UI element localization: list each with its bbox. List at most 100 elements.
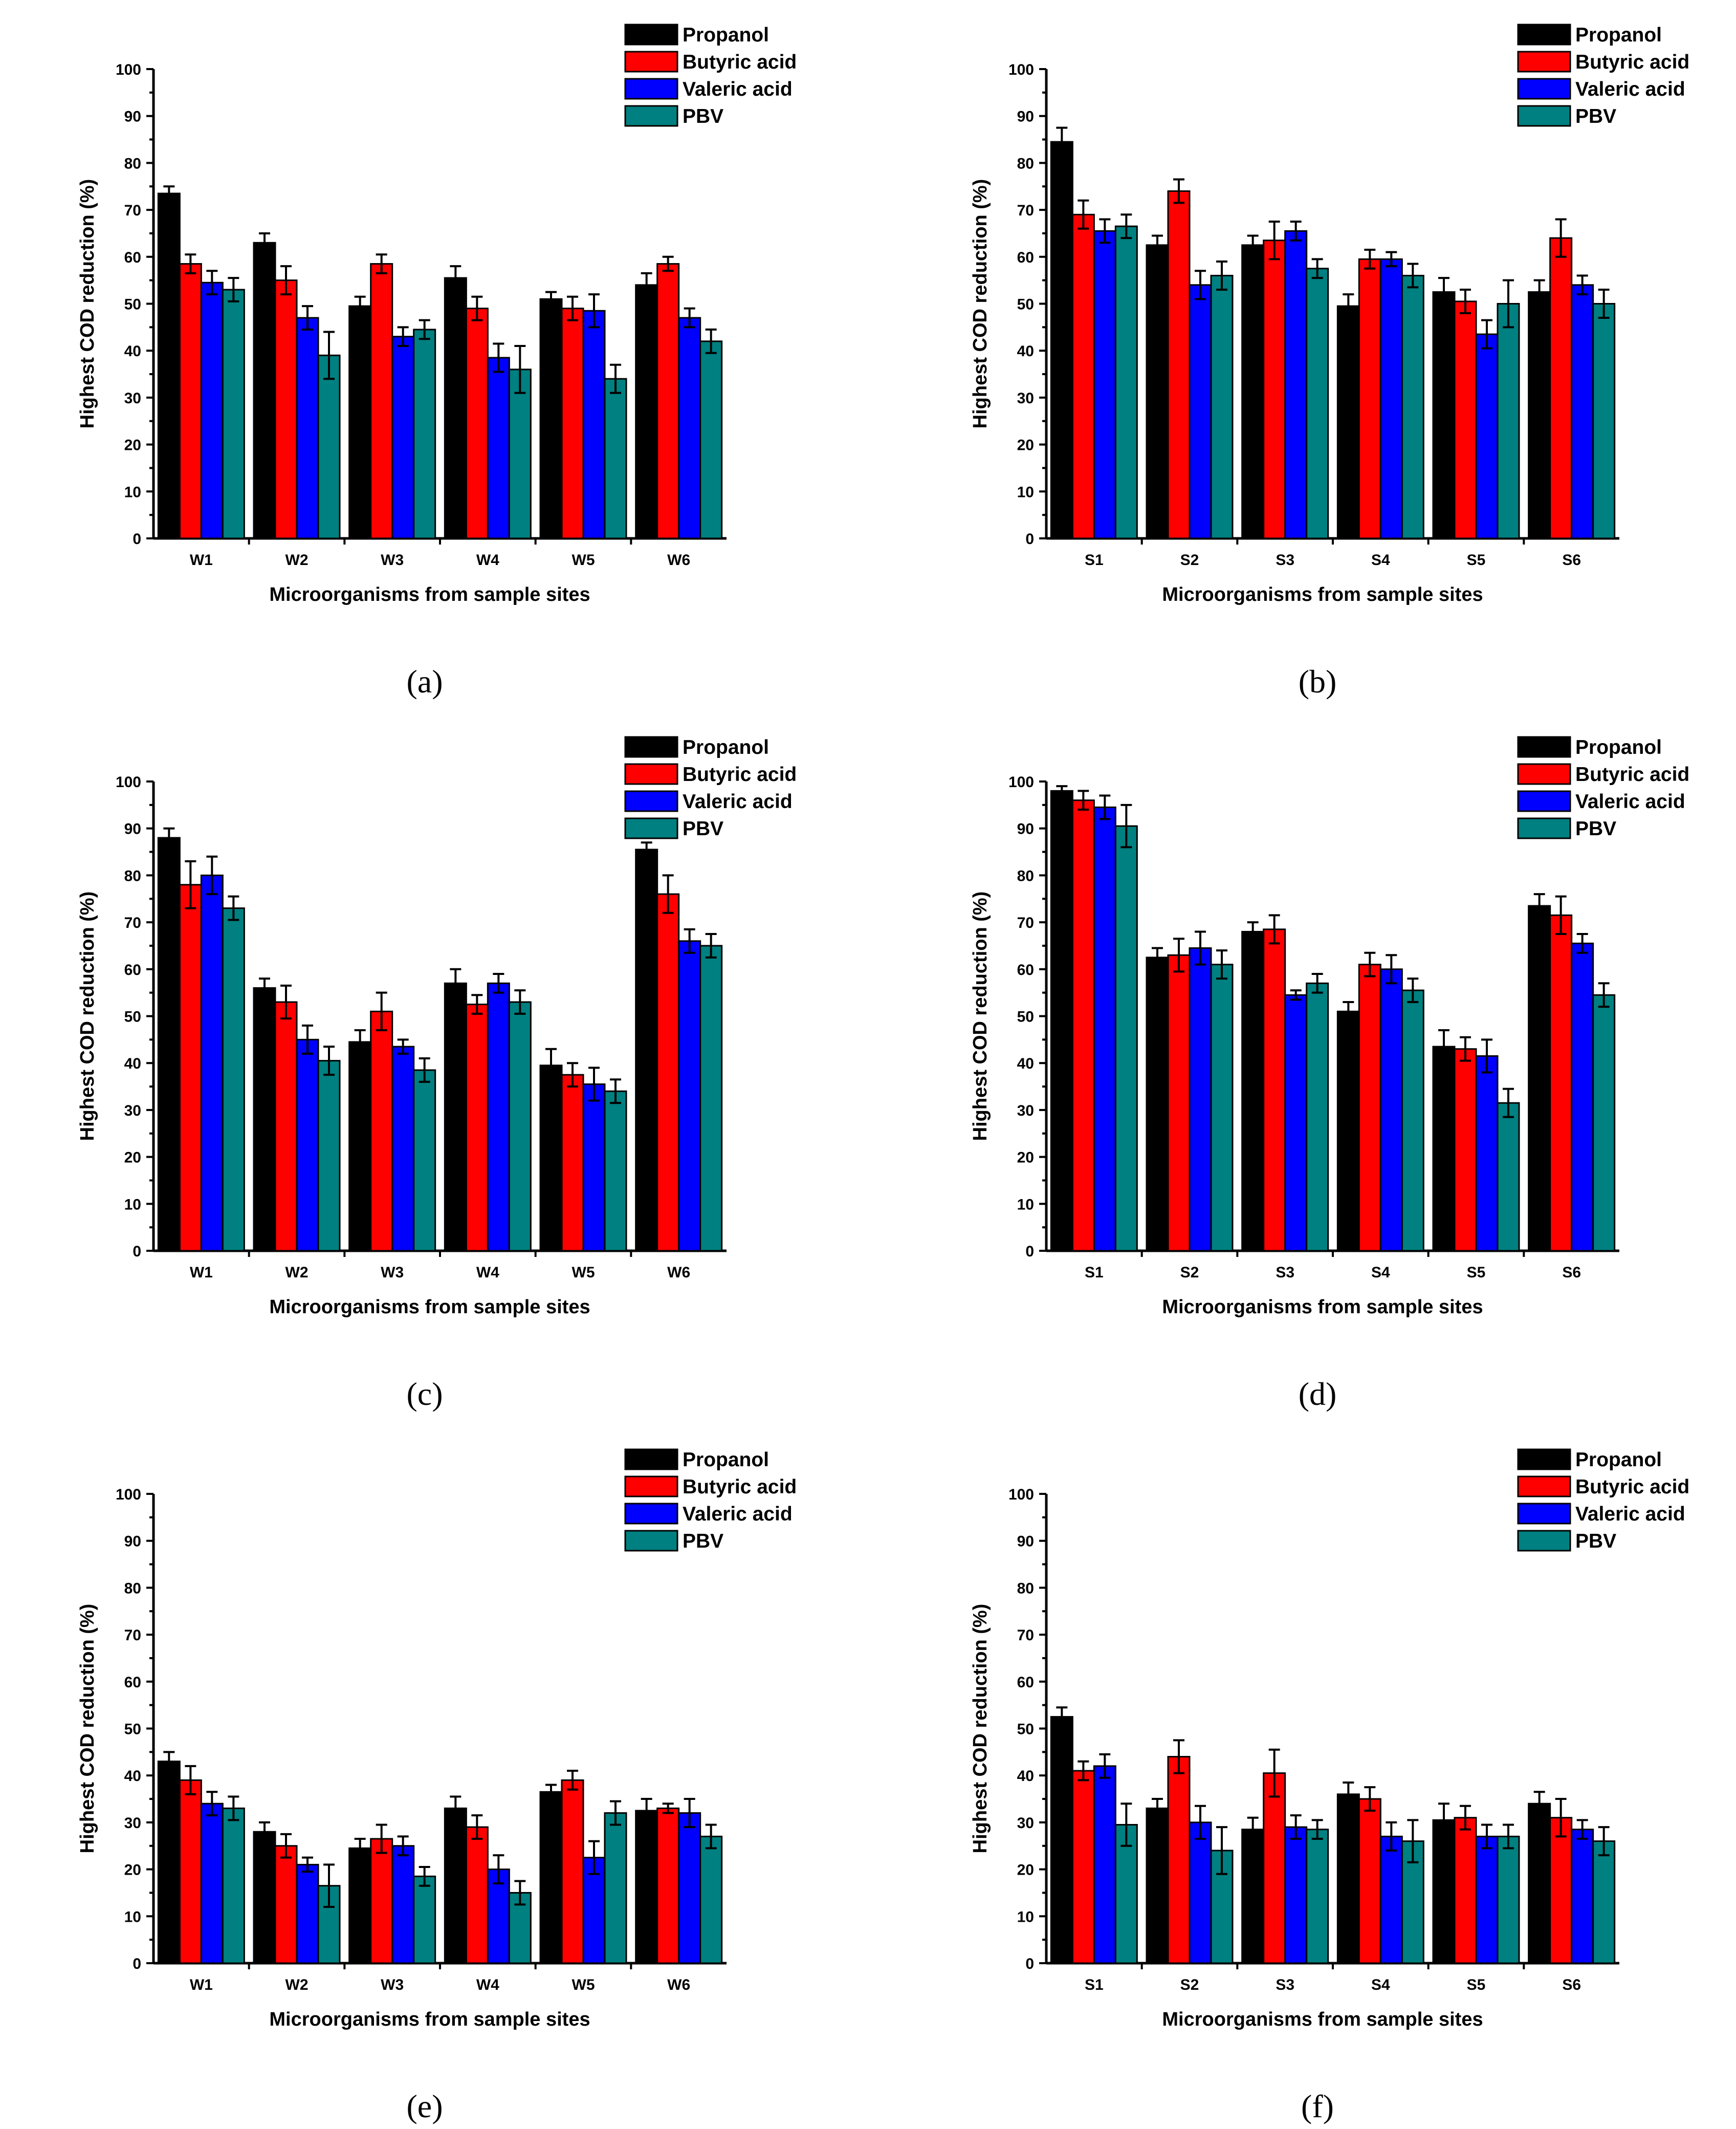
bar-pbv-w4 <box>508 1001 532 1252</box>
bar-pbv-s1 <box>1114 825 1138 1252</box>
error-bar-butyric-acid-w4 <box>471 295 483 321</box>
legend-swatch-valeric-acid <box>1517 1503 1571 1525</box>
bar-propanol-w1 <box>157 837 181 1252</box>
bar-propanol-w3 <box>348 305 372 539</box>
panel-label: (e) <box>406 2088 443 2124</box>
legend-swatch-pbv <box>1517 1530 1571 1552</box>
error-bar-pbv-s3 <box>1311 972 1323 994</box>
bar-butyric-acid-w6 <box>656 893 680 1252</box>
bar-propanol-s1 <box>1050 141 1073 539</box>
chart-panel-b: 0 10 20 30 40 50 60 70 80 90 100 Highest COD reduct… <box>970 24 1689 700</box>
error-bar-pbv-s2 <box>1216 949 1227 980</box>
y-tick-label: 70 <box>1017 915 1034 931</box>
bar-valeric-acid-w6 <box>678 317 701 539</box>
x-axis-title: Microorganisms from sample sites <box>269 1296 590 1318</box>
panel-label: (c) <box>406 1376 443 1412</box>
bar-pbv-s4 <box>1401 274 1424 539</box>
bar-valeric-acid-s2 <box>1189 1821 1212 1964</box>
y-tick-label: 10 <box>124 1908 141 1925</box>
bar-butyric-acid-s2 <box>1167 190 1191 539</box>
legend-label-propanol: Propanol <box>683 24 769 46</box>
legend-swatch-propanol <box>624 1448 678 1470</box>
bar-propanol-w4 <box>444 1807 467 1964</box>
bar-butyric-acid-s3 <box>1263 928 1286 1252</box>
x-tick-label-w3: W3 <box>381 1976 404 1993</box>
error-bar-valeric-acid-s1 <box>1099 218 1111 244</box>
legend-label-pbv: PBV <box>683 818 723 840</box>
error-bar-pbv-s5 <box>1503 279 1514 329</box>
legend-swatch-pbv <box>1517 817 1571 839</box>
chart-panel-e: 0 10 20 30 40 50 60 70 80 90 100 Highest COD reduct… <box>77 1448 797 2124</box>
error-bar-valeric-acid-s4 <box>1386 251 1397 268</box>
x-tick-label-w6: W6 <box>667 1976 690 1993</box>
error-bar-propanol-w2 <box>259 1821 270 1842</box>
bar-pbv-w3 <box>413 1875 436 1964</box>
error-bar-propanol-w3 <box>354 1029 366 1055</box>
y-tick-label: 80 <box>1017 1580 1034 1597</box>
y-tick-label: 70 <box>124 1627 141 1644</box>
x-tick-label-s3: S3 <box>1276 552 1294 569</box>
error-bar-pbv-w4 <box>514 345 526 394</box>
error-bar-butyric-acid-w4 <box>471 994 483 1015</box>
legend-label-butyric-acid: Butyric acid <box>1575 1476 1689 1498</box>
bar-propanol-s5 <box>1432 1819 1456 1964</box>
bar-propanol-w5 <box>539 1791 563 1964</box>
bar-propanol-s4 <box>1336 1010 1360 1252</box>
error-bar-propanol-w5 <box>545 1048 557 1083</box>
error-bar-valeric-acid-s5 <box>1481 1038 1492 1074</box>
error-bar-butyric-acid-s6 <box>1555 218 1567 258</box>
bar-valeric-acid-w4 <box>487 982 510 1252</box>
y-axis-title: Highest COD reduction (%) <box>970 179 991 429</box>
error-bar-pbv-w5 <box>610 1800 621 1826</box>
x-tick-label-w6: W6 <box>667 1264 690 1281</box>
bar-propanol-s2 <box>1146 1807 1169 1964</box>
chart-panel-d: 0 10 20 30 40 50 60 70 80 90 100 Highest COD reduct… <box>970 736 1689 1412</box>
bar-butyric-acid-w1 <box>179 1779 202 1964</box>
error-bar-valeric-acid-w4 <box>493 1854 504 1885</box>
x-axis-title: Microorganisms from sample sites <box>269 2009 590 2030</box>
legend-label-valeric-acid: Valeric acid <box>1575 791 1685 813</box>
bar-butyric-acid-s5 <box>1454 1817 1477 1964</box>
bar-valeric-acid-s6 <box>1571 1829 1594 1964</box>
bar-butyric-acid-w3 <box>370 1010 393 1252</box>
bar-butyric-acid-s3 <box>1263 240 1286 539</box>
y-tick-label: 100 <box>116 774 141 791</box>
error-bar-pbv-s2 <box>1216 1826 1227 1875</box>
y-tick-label: 40 <box>1017 1055 1034 1072</box>
bar-propanol-w2 <box>253 987 276 1252</box>
error-bar-butyric-acid-w6 <box>662 255 674 272</box>
legend-swatch-pbv <box>1517 105 1571 127</box>
error-bar-valeric-acid-w5 <box>588 1840 600 1875</box>
error-bar-pbv-s5 <box>1503 1823 1514 1850</box>
x-tick-label-s2: S2 <box>1180 1264 1199 1281</box>
y-tick-label: 40 <box>1017 343 1034 360</box>
legend-swatch-valeric-acid <box>1517 790 1571 812</box>
legend-label-butyric-acid: Butyric acid <box>683 764 797 786</box>
error-bar-pbv-w4 <box>514 989 526 1015</box>
error-bar-valeric-acid-w4 <box>493 342 504 373</box>
bar-butyric-acid-s5 <box>1454 1048 1477 1252</box>
legend-swatch-propanol <box>624 24 678 46</box>
y-tick-label: 80 <box>124 867 141 884</box>
bar-butyric-acid-w1 <box>179 884 202 1252</box>
legend: Propanol Butyric acid Valeric acid PBV <box>624 24 797 127</box>
y-axis-title: Highest COD reduction (%) <box>970 1604 991 1854</box>
bar-valeric-acid-w4 <box>487 1869 510 1964</box>
bar-butyric-acid-s6 <box>1549 1817 1573 1964</box>
bar-butyric-acid-w4 <box>465 1826 489 1964</box>
error-bar-propanol-s6 <box>1533 279 1545 305</box>
y-tick-label: 50 <box>124 1009 141 1026</box>
legend-label-pbv: PBV <box>683 105 723 127</box>
error-bar-valeric-acid-w1 <box>206 1791 218 1817</box>
error-bar-propanol-s6 <box>1533 1791 1545 1817</box>
y-tick-label: 90 <box>1017 108 1034 125</box>
x-tick-label-s1: S1 <box>1085 1264 1104 1281</box>
y-tick-label: 90 <box>124 108 141 125</box>
legend-label-propanol: Propanol <box>1575 736 1662 758</box>
y-tick-label: 30 <box>124 1815 141 1832</box>
y-tick-label: 10 <box>1017 1196 1034 1213</box>
y-tick-label: 30 <box>124 1102 141 1119</box>
error-bar-valeric-acid-w6 <box>684 307 695 329</box>
error-bar-butyric-acid-s2 <box>1173 938 1184 973</box>
